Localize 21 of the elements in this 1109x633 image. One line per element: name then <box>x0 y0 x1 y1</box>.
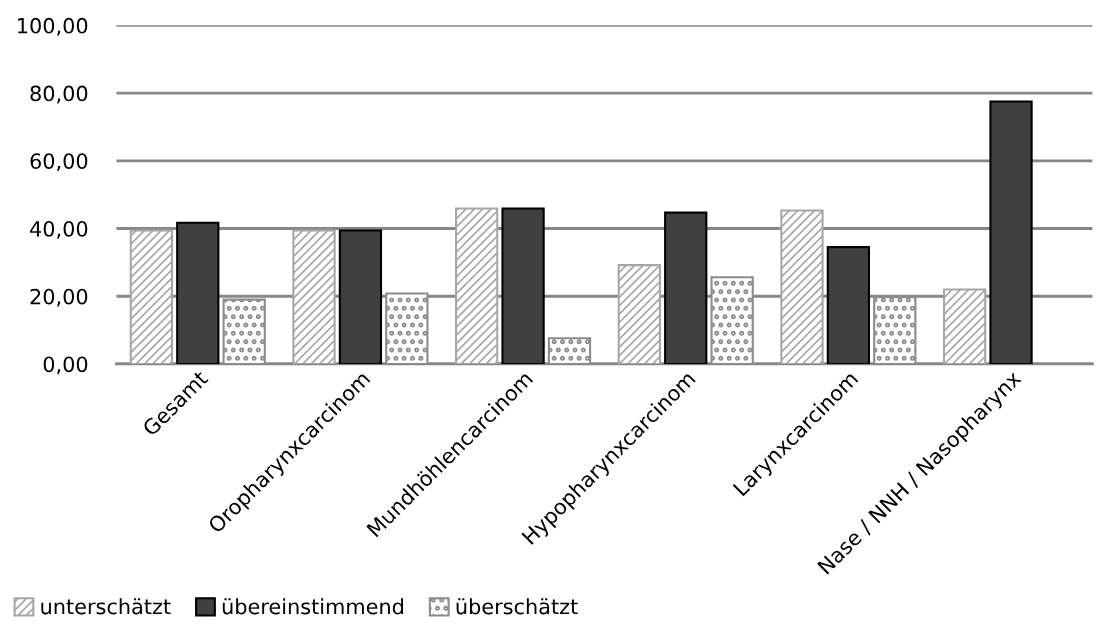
bar <box>455 207 499 364</box>
bar <box>664 211 708 364</box>
y-tick-label: 20,00 <box>30 288 88 307</box>
y-tick-label: 40,00 <box>30 220 88 239</box>
y-tick-label: 80,00 <box>30 85 88 104</box>
bar <box>826 246 871 364</box>
y-tick-label: 100,00 <box>18 17 88 36</box>
bar <box>617 264 661 364</box>
y-tick-label: 0,00 <box>43 356 88 375</box>
bar <box>176 221 220 364</box>
legend-label: überschätzt <box>456 598 578 615</box>
bar <box>942 288 987 364</box>
legend-label: unterschätzt <box>41 598 171 615</box>
bar <box>129 229 173 364</box>
bar <box>501 207 545 364</box>
legend-label: übereinstimmend <box>222 598 403 615</box>
y-tick-label: 60,00 <box>30 153 88 172</box>
bar <box>780 209 824 364</box>
bar <box>338 229 383 364</box>
bar <box>989 100 1033 364</box>
bar <box>292 229 336 364</box>
